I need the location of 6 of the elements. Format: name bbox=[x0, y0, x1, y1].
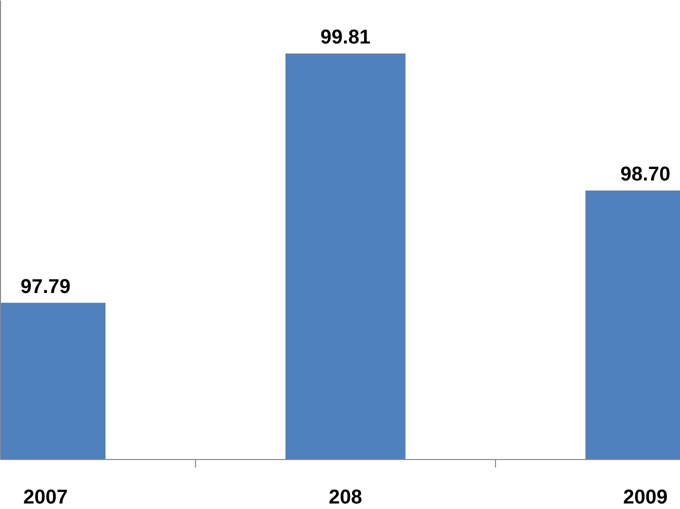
data-label: 99.81 bbox=[320, 26, 370, 49]
data-label: 97.79 bbox=[20, 276, 71, 298]
data-label: 98.70 bbox=[620, 164, 670, 186]
x-tick-label: 2007 bbox=[23, 486, 68, 508]
x-tick-label: 2009 bbox=[623, 486, 668, 508]
x-tick-label: 208 bbox=[328, 486, 362, 508]
